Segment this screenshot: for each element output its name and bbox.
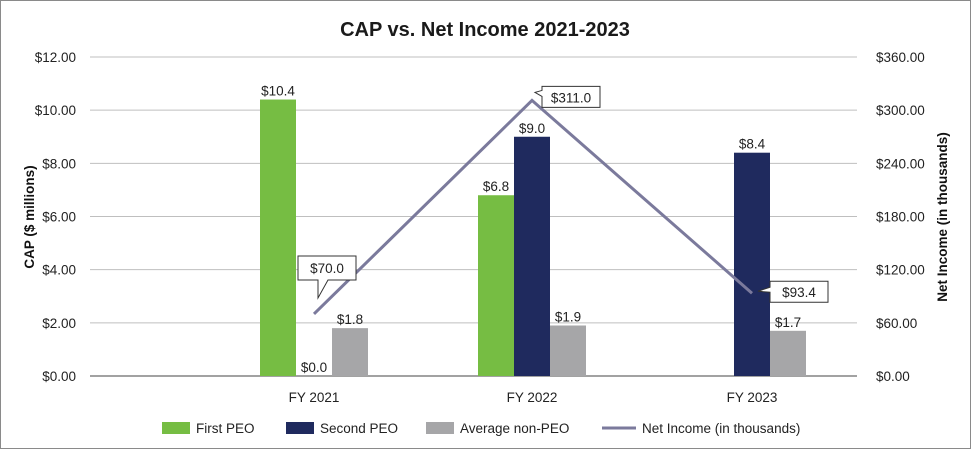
category-label: FY 2022 [507,390,558,405]
right-axis-title: Net Income (in thousands) [935,132,950,302]
line-layer: $70.0 $311.0 $93.4 [297,85,829,316]
right-tick-label: $0.00 [876,369,910,384]
right-axis-ticks: $0.00 $60.00 $120.00 $180.00 $240.00 $300.00 $… [876,50,925,384]
legend-swatch [426,422,454,434]
category-label: FY 2023 [727,390,778,405]
left-tick-label: $8.00 [42,156,76,171]
line-data-label: $311.0 [551,90,591,105]
right-tick-label: $180.00 [876,210,925,225]
grid-layer [90,56,857,377]
bar-data-label: $8.4 [739,137,766,152]
bar-data-label: $10.4 [261,84,295,99]
legend-label: First PEO [196,421,255,436]
bar-data-label: $9.0 [519,121,545,136]
legend: First PEO Second PEO Average non-PEO Net In… [162,421,800,436]
legend-swatch [162,422,190,434]
legend-item: Net Income (in thousands) [602,421,800,436]
legend-item: First PEO [162,421,255,436]
callout-box [533,85,601,108]
bars-layer: $10.4 $6.8 $0.0 $9.0 $8.4 $1.8 $1.9 $1.7 [260,84,806,377]
bar [734,152,770,376]
left-tick-label: $12.00 [35,50,76,65]
bar-data-label: $6.8 [483,179,509,194]
bar [332,328,368,376]
net-income-callout: $70.0 [297,255,357,300]
bar [514,136,550,376]
legend-item: Second PEO [286,421,398,436]
left-tick-label: $6.00 [42,210,76,225]
right-tick-label: $120.00 [876,263,925,278]
bar [770,330,806,376]
bar-data-label: $1.8 [337,312,363,327]
category-label: FY 2021 [289,390,340,405]
legend-label: Second PEO [320,421,398,436]
legend-label: Average non-PEO [460,421,569,436]
left-axis-ticks: $0.00 $2.00 $4.00 $6.00 $8.00 $10.00 $12.00 [35,50,76,384]
bar [260,99,296,377]
category-labels: FY 2021 FY 2022 FY 2023 [289,390,778,405]
net-income-callout: $93.4 [757,280,829,303]
callout-box [297,255,357,300]
right-tick-label: $240.00 [876,156,925,171]
bar-data-label: $1.9 [555,309,581,324]
bar-data-label: $0.0 [301,360,327,375]
left-axis-title: CAP ($ millions) [22,165,37,268]
callout-box [757,280,829,303]
left-tick-label: $0.00 [42,369,76,384]
bar-data-label: $1.7 [775,315,801,330]
legend-label: Net Income (in thousands) [642,421,800,436]
left-tick-label: $2.00 [42,316,76,331]
net-income-callout: $311.0 [533,85,601,108]
legend-item: Average non-PEO [426,421,569,436]
left-tick-label: $10.00 [35,103,76,118]
net-income-line [312,98,753,316]
chart-title: CAP vs. Net Income 2021-2023 [340,19,630,41]
right-tick-label: $60.00 [876,316,917,331]
left-tick-label: $4.00 [42,263,76,278]
bar [550,325,586,376]
bar [478,195,514,376]
line-data-label: $93.4 [782,285,816,300]
line-data-label: $70.0 [310,261,344,276]
right-tick-label: $300.00 [876,103,925,118]
legend-swatch [286,422,314,434]
right-tick-label: $360.00 [876,50,925,65]
